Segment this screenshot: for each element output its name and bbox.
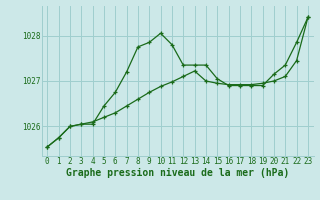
X-axis label: Graphe pression niveau de la mer (hPa): Graphe pression niveau de la mer (hPa) [66,168,289,178]
